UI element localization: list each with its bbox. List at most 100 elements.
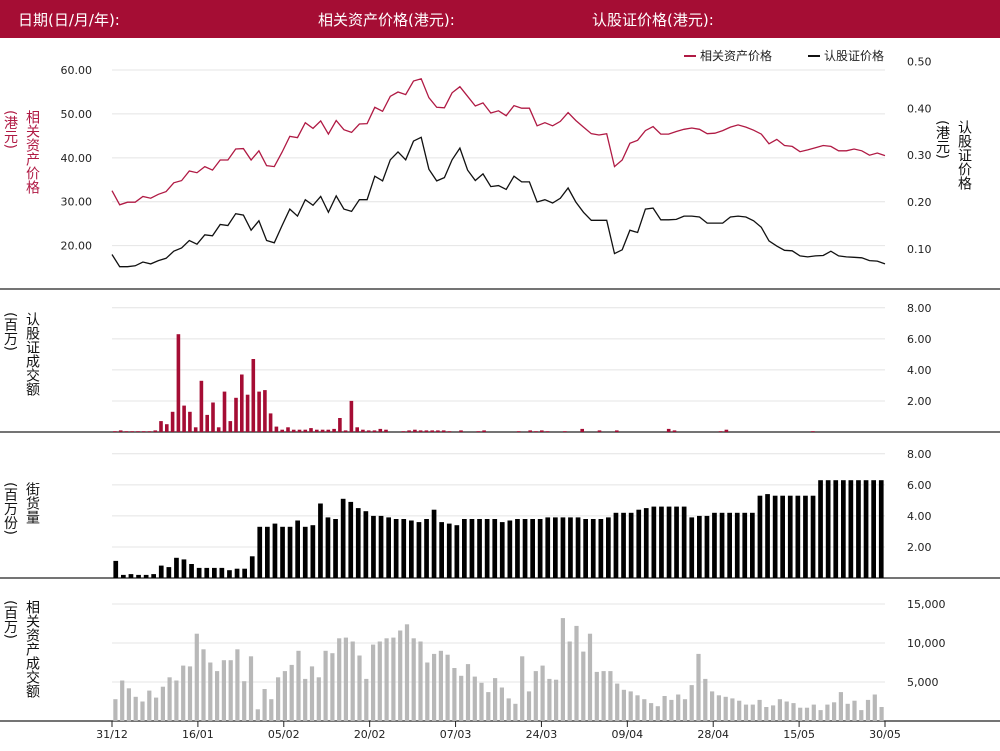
outstanding-bar [697,515,702,578]
asset-turnover-bar [825,704,830,721]
warrant-turnover-bar [176,334,181,432]
right-axis-tick-label: 0.10 [907,243,932,256]
asset-turnover-bar [703,678,708,721]
asset-turnover-bar [343,637,348,721]
right-axis-tick-label: 0.40 [907,102,932,115]
asset-turnover-bar [879,707,884,721]
asset-turnover-bar [574,625,579,721]
asset-turnover-bar [669,699,674,721]
outstanding-bar [750,512,755,578]
asset-turnover-bar [628,691,633,721]
outstanding-bar [469,519,475,578]
asset-turnover-bar [357,655,362,721]
asset-turnover-bar [194,633,199,721]
asset-turnover-bar [432,653,437,721]
asset-turnover-bar [113,699,118,721]
left-axis-tick-label: 20.00 [61,240,93,253]
outstanding-tick-label: 2.00 [907,541,932,554]
asset-turnover-bar [154,697,159,721]
outstanding-bar [704,515,710,578]
asset-turnover-bar [723,696,728,721]
warrant-turnover-bar [413,429,417,432]
warrant-turnover-bar [528,430,532,432]
asset-turnover-bar [601,671,606,721]
outstanding-bar [249,556,255,578]
warrant-turnover-bar [268,413,273,432]
warrant-turnover-bar [136,431,140,432]
outstanding-bar [689,517,695,578]
asset-turnover-axis-label-title: 相关资产成交额 [24,600,40,698]
outstanding-bar [575,517,581,578]
warrant-turnover-bar [361,429,365,432]
outstanding-bar [856,480,861,578]
outstanding-bar [765,494,770,578]
outstanding-bar [636,509,642,578]
outstanding-bar [310,525,316,578]
outstanding-bar [712,512,717,578]
outstanding-bar [393,519,399,578]
outstanding-bar [537,519,543,578]
warrant-turnover-bar [297,429,302,432]
asset-turnover-bar [730,698,735,721]
warrant-turnover-bar [251,359,256,432]
asset-turnover-tick-label: 15,000 [907,598,946,611]
right-axis-tick-label: 0.50 [907,55,932,68]
warrant-turnover-bar [222,391,227,432]
outstanding-bar [371,515,376,578]
asset-turnover-bar [811,704,816,721]
warrant-turnover-bar [263,390,267,432]
asset-turnover-bar [493,678,498,721]
asset-turnover-bar [676,694,681,721]
warrant-turnover-bar [147,431,152,432]
asset-turnover-bar [608,671,613,721]
warrant-turnover-bar [355,427,359,432]
asset-turnover-bar [533,671,538,721]
warrant-turnover-bar [597,430,602,432]
warrant-turnover-bar [315,429,319,432]
outstanding-bar [499,522,505,578]
x-axis-tick-label: 30/05 [869,728,901,741]
outstanding-bar [348,501,354,578]
asset-turnover-bar [859,710,864,721]
asset-turnover-bar [404,624,410,721]
asset-turnover-bar [621,689,626,721]
asset-turnover-bar [459,675,464,721]
asset-turnover-bar [771,705,776,721]
asset-turnover-bar [764,707,769,721]
asset-turnover-bar [445,654,450,721]
warrant-turnover-bar [459,430,463,432]
outstanding-bar [621,512,626,578]
asset-turnover-bar [181,665,186,721]
outstanding-bar [121,574,126,578]
warrant-turnover-bar [441,430,446,432]
asset-turnover-bar [655,706,660,721]
left-axis-tick-label: 60.00 [61,64,93,77]
warrant-turnover-bar [366,430,371,432]
warrant-turnover-bar [580,428,584,432]
outstanding-bar [128,574,134,578]
outstanding-bar [181,559,187,578]
outstanding-bar [416,522,422,578]
asset-turnover-bar [784,701,789,721]
outstanding-bar [234,568,240,578]
x-axis-tick-label: 20/02 [354,728,386,741]
asset-turnover-bar [242,681,247,721]
asset-turnover-bar [255,709,260,721]
x-axis-tick-label: 16/01 [182,728,214,741]
warrant-turnover-bar [211,402,215,432]
outstanding-bar [659,506,664,578]
asset-price-label: 相关资产价格(港元): [318,11,455,29]
warrant-turnover-tick-label: 4.00 [907,364,932,377]
outstanding-bar [113,560,119,578]
outstanding-bar [643,508,649,578]
warrant-turnover-bar [309,428,313,432]
x-axis-tick-label: 24/03 [526,728,558,741]
warrant-turnover-bar [407,430,411,432]
warrant-turnover-bar [724,429,729,432]
outstanding-bar [530,519,535,578]
asset-turnover-bar [615,683,620,721]
outstanding-bar [477,519,482,578]
x-axis-tick-label: 05/02 [268,728,300,741]
asset-turnover-bar [303,678,308,721]
warrant-turnover-bar [338,418,342,432]
